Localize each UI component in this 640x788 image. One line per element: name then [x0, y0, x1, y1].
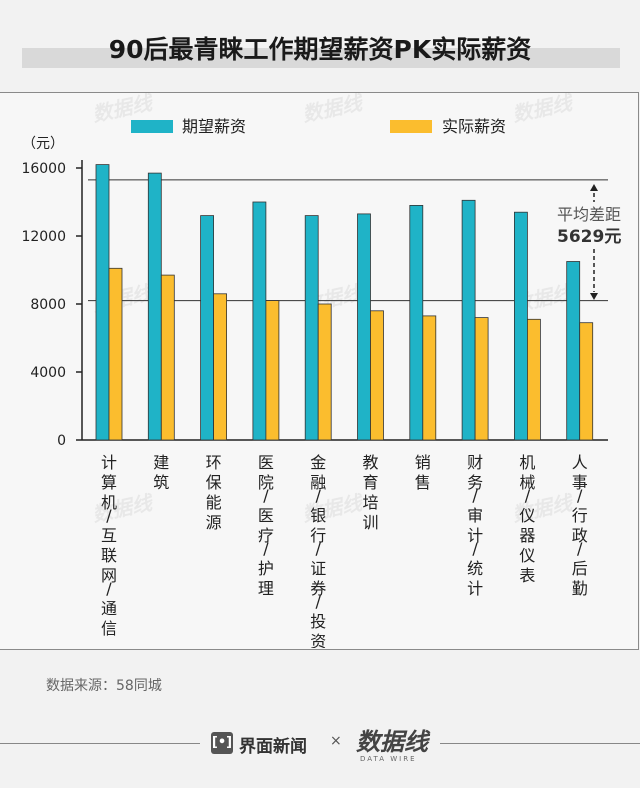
- bar-expected-4: [304, 215, 319, 441]
- gap-arrow-up-icon: [590, 184, 598, 191]
- average-gap-annotation: 平均差距 5629元: [553, 184, 629, 300]
- legend-label-actual: 实际薪资: [442, 117, 506, 136]
- category-label-5: 教育培训: [362, 453, 378, 532]
- category-label-6: 销售: [415, 453, 431, 492]
- bar-expected-6: [409, 205, 424, 441]
- bar-actual-2: [213, 293, 228, 441]
- category-label-7: 财务/审计/统计: [467, 453, 483, 598]
- bar-actual-1: [160, 274, 175, 441]
- footer-divider-right: [440, 743, 640, 744]
- bar-actual-6: [422, 315, 437, 441]
- bar-expected-9: [566, 261, 581, 441]
- legend-swatch-expected: [131, 120, 173, 133]
- bar-expected-3: [252, 201, 267, 441]
- bar-actual-0: [108, 267, 123, 441]
- jiemian-logo-icon: [•]: [211, 732, 233, 754]
- bar-expected-5: [357, 213, 371, 441]
- bar-actual-7: [474, 317, 489, 441]
- y-tick-label: 12000: [21, 229, 66, 245]
- gap-arrow-down-icon: [590, 293, 598, 300]
- page-title: 90后最青睐工作期望薪资PK实际薪资: [108, 35, 532, 64]
- category-label-1: 建筑: [153, 453, 169, 492]
- bar-expected-2: [200, 215, 215, 441]
- bar-actual-5: [370, 310, 384, 441]
- category-labels: 计算机/互联网/通信 建筑 环保能源 医院/医疗/护理 金融/银行/证券/投资 教育培训 销…: [101, 453, 588, 648]
- footer-brand-jiemian: 界面新闻: [239, 737, 307, 757]
- category-label-8: 机械/仪器仪表: [519, 453, 535, 585]
- watermark: 数据线: [510, 92, 577, 126]
- bar-actual-9: [579, 322, 594, 441]
- legend-swatch-actual: [390, 120, 432, 133]
- bar-actual-8: [527, 318, 541, 441]
- title-band: [22, 48, 620, 68]
- category-label-9: 人事/行政/后勤: [572, 453, 588, 598]
- chart-legend: 期望薪资 实际薪资: [131, 117, 506, 136]
- category-label-4: 金融/银行/证券/投资: [310, 453, 326, 648]
- footer-brand-datawire: 数据线: [356, 728, 428, 756]
- y-tick-label: 0: [57, 433, 66, 449]
- category-label-0: 计算机/互联网/通信: [101, 453, 117, 638]
- source-note: 数据来源：58同城: [46, 678, 162, 694]
- y-axis: 0 4000 8000 12000 16000: [21, 160, 608, 449]
- gap-label: 平均差距: [557, 205, 621, 224]
- watermark: 数据线: [300, 92, 367, 126]
- bar-expected-1: [147, 172, 162, 441]
- footer-divider-left: [0, 743, 200, 744]
- bar-actual-3: [265, 300, 280, 441]
- bar-actual-4: [317, 303, 332, 441]
- footer-brand-datawire-sub: DATA WIRE: [360, 755, 417, 763]
- legend-label-expected: 期望薪资: [182, 117, 246, 136]
- bar-expected-0: [95, 164, 110, 441]
- category-label-2: 环保能源: [206, 453, 222, 532]
- footer-separator: ×: [330, 733, 342, 749]
- y-axis-unit: （元）: [22, 136, 64, 152]
- bar-expected-7: [461, 199, 476, 441]
- bar-expected-8: [514, 211, 528, 441]
- bars: [95, 164, 594, 441]
- category-label-3: 医院/医疗/护理: [258, 453, 274, 598]
- bar-chart: 数据线数据线数据线数据线数据线数据线数据线数据线数据线 期望薪资 实际薪资 （元…: [21, 92, 629, 648]
- y-tick-label: 8000: [30, 297, 66, 313]
- y-tick-label: 4000: [30, 365, 66, 381]
- gap-value: 5629元: [557, 227, 621, 247]
- gap-label-background: [553, 202, 629, 248]
- y-tick-label: 16000: [21, 161, 66, 177]
